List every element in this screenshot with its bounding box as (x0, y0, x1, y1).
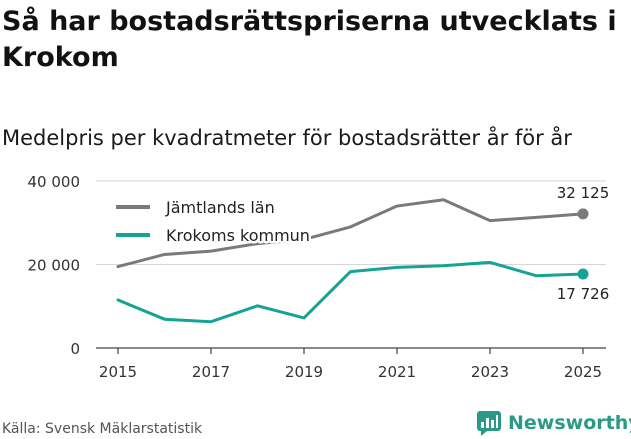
end-label-1: 32 125 (557, 184, 610, 202)
x-tick-label: 2019 (285, 363, 323, 381)
end-label-2: 17 726 (557, 285, 610, 303)
end-point-2 (577, 268, 589, 280)
legend-label-2: Krokoms kommun (166, 226, 310, 245)
y-tick-label: 40 000 (28, 173, 81, 191)
brand-logo: Newsworthy (476, 409, 631, 437)
chart-title: Så har bostadsrättspriserna utvecklats i… (2, 6, 617, 73)
x-tick-label: 2023 (471, 363, 509, 381)
x-tick-label: 2021 (378, 363, 416, 381)
brand-name: Newsworthy (508, 412, 631, 434)
legend-label-1: Jämtlands län (165, 198, 275, 217)
series-line-2 (116, 260, 585, 324)
y-tick-label: 20 000 (28, 257, 81, 275)
end-point-1 (577, 208, 589, 220)
y-tick-label: 0 (70, 340, 80, 358)
newsworthy-logo-icon (477, 411, 501, 436)
x-tick-label: 2015 (99, 363, 137, 381)
chart-subtitle: Medelpris per kvadratmeter för bostadsrä… (2, 126, 572, 150)
x-tick-label: 2025 (564, 363, 602, 381)
x-tick-label: 2017 (192, 363, 230, 381)
series-line-1 (116, 198, 585, 269)
source-note: Källa: Svensk Mäklarstatistik (2, 421, 203, 437)
